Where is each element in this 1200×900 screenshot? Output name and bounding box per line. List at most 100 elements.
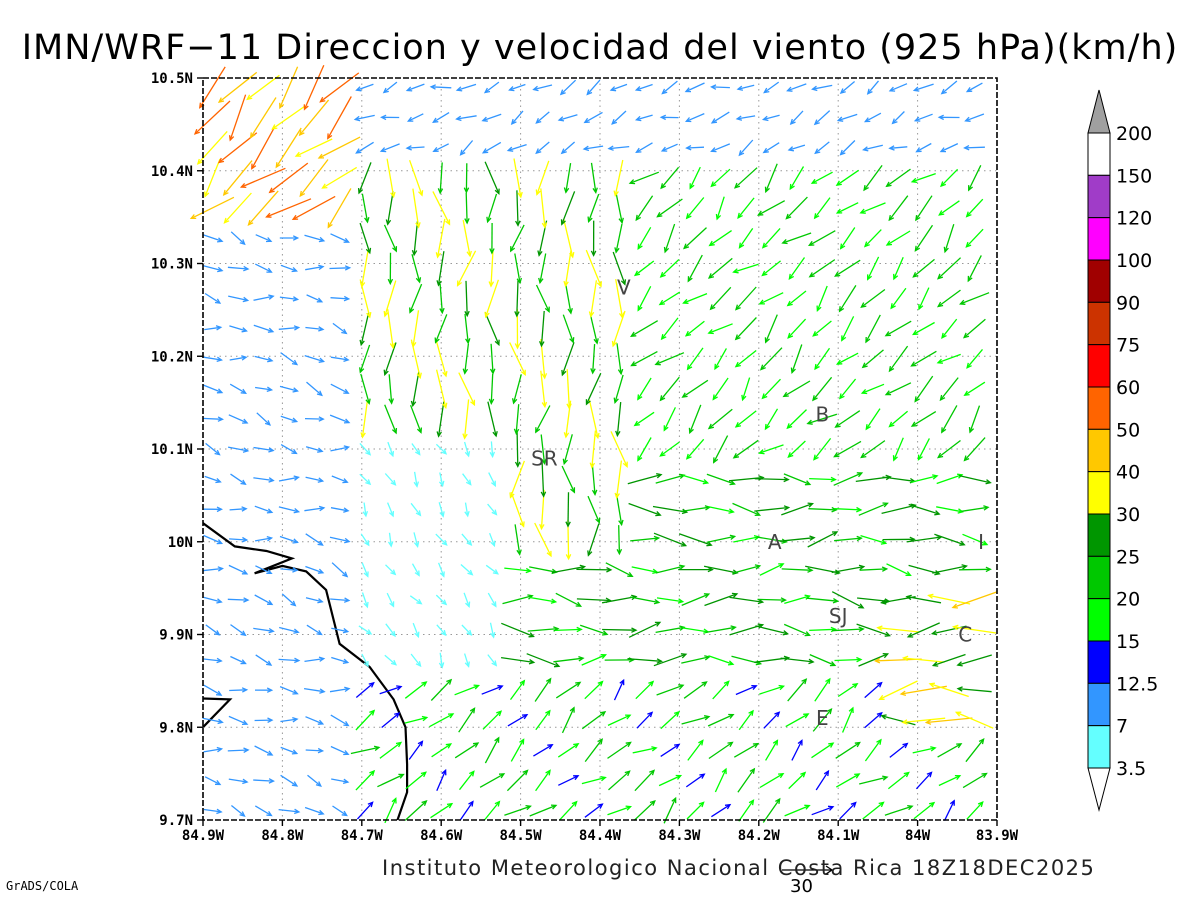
wind-arrow-head [217, 416, 224, 422]
wind-arrow-head [379, 147, 387, 153]
wind-arrow-head [856, 472, 864, 478]
wind-arrow-head [727, 660, 735, 666]
wind-arrow-shaft [939, 377, 959, 401]
wind-arrow-shaft [253, 324, 274, 333]
wind-arrow-head [631, 594, 638, 601]
wind-arrow-shaft [906, 536, 942, 543]
wind-arrow-head [865, 336, 871, 344]
wind-arrow-shaft [280, 264, 297, 272]
wind-arrow-head [465, 479, 472, 486]
wind-arrow-head [498, 773, 506, 779]
wind-arrow-shaft [253, 627, 274, 632]
wind-arrow-head [217, 718, 224, 725]
wind-arrow [959, 292, 990, 305]
wind-arrow [279, 296, 300, 302]
wind-arrow-shaft [762, 227, 781, 249]
wind-arrow-shaft [937, 439, 961, 459]
wind-arrow-shaft [331, 778, 349, 783]
wind-arrow [535, 284, 550, 313]
wind-arrow [924, 717, 973, 725]
wind-arrow-shaft [655, 565, 685, 574]
wind-arrow [304, 806, 325, 816]
wind-arrow-shaft [457, 250, 477, 286]
wind-arrow-shaft [223, 160, 253, 196]
wind-arrow-shaft [735, 349, 757, 368]
wind-arrow [961, 505, 990, 512]
wind-arrow-head [344, 686, 351, 693]
wind-arrow-shaft [964, 381, 986, 396]
wind-arrow-shaft [929, 683, 969, 698]
wind-arrow-head [732, 452, 740, 459]
wind-arrow [708, 741, 734, 760]
wind-arrow [382, 81, 398, 94]
wind-arrow [532, 84, 553, 92]
wind-arrow-shaft [581, 776, 606, 785]
wind-arrow [956, 686, 992, 693]
wind-arrow-head [342, 658, 350, 664]
wind-arrow-shaft [834, 259, 861, 277]
wind-arrow [388, 374, 395, 405]
wind-arrow-head [510, 246, 516, 253]
wind-arrow-shaft [660, 711, 680, 730]
wind-arrow-shaft [814, 197, 831, 219]
wind-arrow [784, 594, 811, 605]
wind-arrow-head [660, 146, 668, 152]
wind-arrow-head [637, 305, 643, 312]
wind-arrow [455, 83, 477, 92]
wind-arrow-shaft [653, 532, 686, 547]
colorbar-label: 30 [1116, 504, 1140, 526]
wind-arrow-shaft [689, 404, 702, 434]
wind-arrow [386, 592, 395, 608]
wind-arrow-shaft [633, 800, 656, 821]
wind-arrow-shaft [558, 114, 578, 121]
wind-arrow-shaft [967, 255, 982, 282]
wind-arrow-head [294, 657, 301, 664]
wind-arrow-head [418, 190, 424, 197]
wind-arrow [591, 463, 598, 496]
wind-arrow [786, 290, 807, 307]
wind-arrow-head [618, 519, 624, 527]
wind-arrow-head [774, 711, 781, 718]
wind-arrow [968, 405, 981, 434]
wind-arrow [304, 687, 326, 694]
wind-arrow-shaft [486, 193, 498, 222]
wind-arrow-shaft [685, 82, 705, 93]
wind-arrow-shaft [307, 774, 322, 787]
wind-arrow-shaft [430, 803, 453, 819]
wind-arrow-head [938, 210, 945, 216]
wind-arrow-head [342, 571, 349, 578]
wind-arrow-shaft [584, 111, 603, 123]
wind-arrow-shaft [964, 146, 985, 149]
wind-arrow-shaft [275, 127, 302, 168]
wind-arrow-shaft [406, 83, 425, 92]
wind-arrow-head [828, 742, 835, 748]
wind-arrow-shaft [683, 681, 707, 699]
wind-arrow [561, 465, 576, 494]
wind-arrow [408, 159, 424, 197]
wind-arrow-head [566, 403, 572, 410]
wind-arrow-head [416, 598, 423, 605]
wind-arrow-shaft [605, 562, 633, 577]
wind-arrow-head [242, 296, 250, 303]
wind-arrow [330, 714, 350, 727]
wind-arrow [362, 502, 369, 518]
wind-arrow-head [267, 357, 274, 363]
wind-arrow-shaft [562, 314, 574, 343]
wind-arrow-shaft [482, 710, 502, 730]
wind-arrow [386, 502, 395, 518]
wind-arrow [658, 291, 681, 306]
wind-arrow [807, 230, 836, 247]
wind-arrow-head [292, 235, 300, 241]
wind-arrow-head [268, 627, 275, 634]
wind-arrow [754, 655, 791, 663]
wind-arrow [305, 264, 325, 271]
wind-arrow-shaft [558, 775, 579, 786]
wind-arrow [204, 292, 222, 304]
wind-arrow-shaft [551, 565, 585, 574]
wind-arrow [387, 309, 396, 350]
wind-arrow-shaft [814, 141, 830, 154]
wind-arrow [533, 744, 554, 757]
wind-arrow [560, 191, 576, 226]
wind-arrow [529, 804, 558, 817]
wind-arrow-head [710, 118, 718, 124]
